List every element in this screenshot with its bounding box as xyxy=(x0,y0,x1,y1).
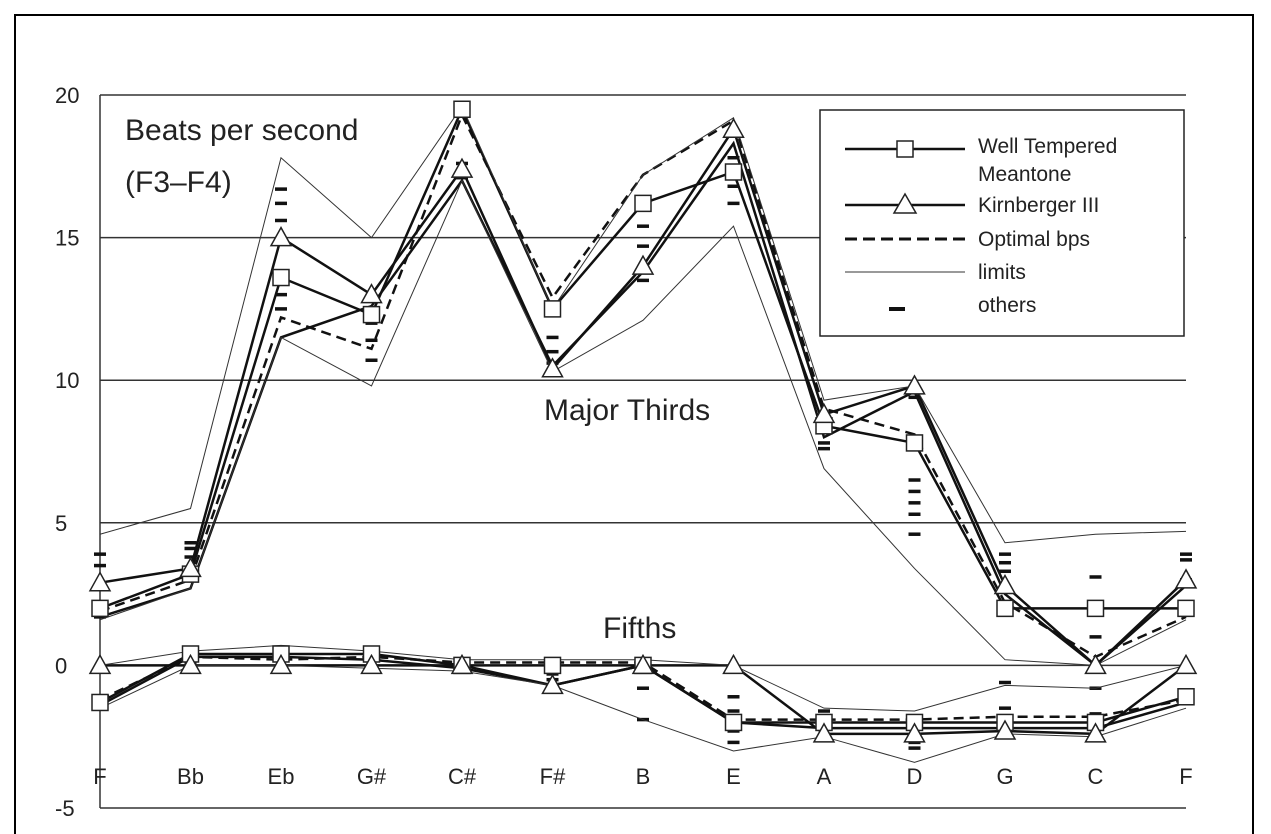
fifths-label: Fifths xyxy=(603,612,676,645)
x-tick-label: F xyxy=(93,764,106,789)
x-tick-label: D xyxy=(907,764,923,789)
triangle-marker xyxy=(993,573,1017,595)
triangle-marker xyxy=(269,226,293,247)
square-marker xyxy=(91,693,109,712)
legend-label: limits xyxy=(978,261,1026,284)
square-marker xyxy=(724,163,743,181)
square-marker xyxy=(996,599,1014,618)
x-tick-label: A xyxy=(817,764,832,789)
legend-item-well-tempered: Well Tempered xyxy=(845,135,1117,158)
triangle-marker xyxy=(88,571,112,592)
square-marker xyxy=(1086,599,1105,618)
y-tick-label: 20 xyxy=(55,83,79,108)
x-tick-label: G# xyxy=(357,764,387,789)
series-markers xyxy=(88,100,1198,743)
x-tick-label: Bb xyxy=(177,764,204,789)
x-tick-label: E xyxy=(726,764,741,789)
series-line-limits xyxy=(99,179,1187,666)
beats-label-line2: (F3–F4) xyxy=(125,166,232,199)
figure-frame xyxy=(14,14,1254,834)
legend-label: Well Tempered xyxy=(978,135,1117,158)
legend-box xyxy=(819,109,1185,337)
triangle-marker xyxy=(1174,653,1198,675)
legend-item-limits: limits xyxy=(845,261,1026,284)
triangle-marker xyxy=(993,719,1017,740)
legend: Well Tempered Meantone Kirnberger III Optim… xyxy=(819,109,1185,337)
triangle-marker xyxy=(541,357,564,378)
triangle-marker xyxy=(541,673,564,695)
series-line-limits xyxy=(99,664,1187,763)
y-tick-label: -5 xyxy=(55,796,75,820)
triangle-marker xyxy=(179,653,202,675)
legend-label: Kirnberger III xyxy=(978,194,1099,217)
legend-label: others xyxy=(978,294,1036,317)
square-marker xyxy=(1177,599,1195,618)
x-axis-ticks: F Bb Eb G# C# F# B E A D G C F xyxy=(93,764,1192,789)
square-marker xyxy=(724,713,743,732)
y-tick-label: 15 xyxy=(55,226,79,251)
triangle-marker xyxy=(1084,653,1107,675)
triangle-marker xyxy=(722,117,745,138)
triangle-marker xyxy=(903,374,926,395)
annotations: Beats per second (F3–F4) Major Thirds Fi… xyxy=(125,114,710,645)
square-marker xyxy=(543,300,562,318)
y-tick-label: 5 xyxy=(55,511,67,536)
x-tick-label: C# xyxy=(448,764,477,789)
x-tick-label: G xyxy=(996,764,1013,789)
triangle-marker xyxy=(812,402,836,424)
triangle-marker xyxy=(360,653,383,675)
series-line-limits xyxy=(99,105,1187,544)
triangle-marker xyxy=(722,653,745,675)
square-marker xyxy=(453,100,471,119)
triangle-marker xyxy=(450,157,474,178)
square-marker xyxy=(905,434,924,452)
x-tick-label: Eb xyxy=(268,764,295,789)
triangle-marker xyxy=(1084,722,1107,743)
square-marker xyxy=(91,599,109,618)
triangle-marker xyxy=(88,653,112,675)
x-tick-label: F# xyxy=(540,764,566,789)
legend-item-others: others xyxy=(889,294,1036,317)
triangle-marker xyxy=(903,722,926,743)
x-tick-label: B xyxy=(636,764,651,789)
square-marker xyxy=(1177,688,1195,706)
triangle-marker xyxy=(269,653,293,675)
triangle-marker xyxy=(812,722,836,743)
square-marker xyxy=(634,194,652,213)
square-marker xyxy=(543,656,562,675)
beats-label-line1: Beats per second xyxy=(125,114,358,147)
major-thirds-label: Major Thirds xyxy=(544,394,710,427)
triangle-marker xyxy=(450,653,474,675)
square-marker xyxy=(272,268,290,287)
legend-item-kirnberger-iii: Kirnberger III xyxy=(845,192,1099,217)
x-tick-label: C xyxy=(1088,764,1104,789)
legend-item-optimal-bps: Optimal bps xyxy=(845,228,1090,251)
legend-label: Meantone xyxy=(978,163,1071,186)
legend-triangle-marker xyxy=(892,192,918,214)
triangle-marker xyxy=(631,653,655,675)
legend-item-meantone: Meantone xyxy=(978,163,1071,186)
y-tick-label: 0 xyxy=(55,653,67,678)
y-axis-ticks: 20 15 10 5 0 -5 xyxy=(55,83,79,820)
legend-square-marker xyxy=(896,140,914,158)
square-marker xyxy=(362,305,381,324)
triangle-marker xyxy=(179,556,202,578)
legend-label: Optimal bps xyxy=(978,228,1090,251)
triangle-marker xyxy=(360,283,383,304)
triangle-marker xyxy=(631,254,655,275)
triangle-marker xyxy=(1174,568,1198,589)
y-tick-label: 10 xyxy=(55,368,79,393)
x-tick-label: F xyxy=(1179,764,1192,789)
legend-items: Well Tempered Meantone Kirnberger III Optim… xyxy=(845,135,1117,317)
